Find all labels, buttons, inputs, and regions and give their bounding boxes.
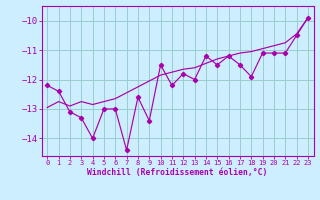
X-axis label: Windchill (Refroidissement éolien,°C): Windchill (Refroidissement éolien,°C) [87,168,268,177]
